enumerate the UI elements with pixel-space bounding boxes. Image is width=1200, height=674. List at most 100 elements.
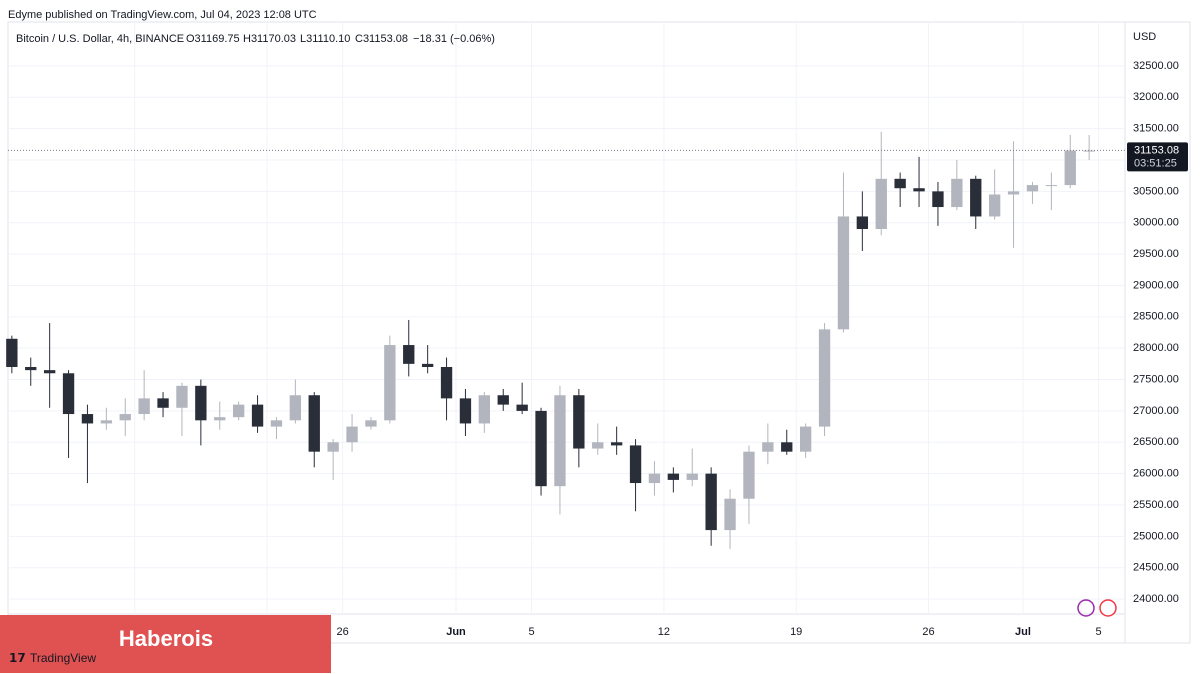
candle-body: [535, 410, 547, 487]
y-tick-label: 26500.00: [1133, 436, 1179, 448]
candle-body: [421, 363, 434, 367]
last-price-box: [1127, 142, 1188, 172]
candle-body: [459, 398, 472, 424]
candle-body: [799, 426, 812, 452]
watermark: Haberois: [119, 626, 213, 651]
candle-body: [573, 395, 585, 449]
x-tick-label: Jul: [1015, 626, 1031, 638]
candle-body: [516, 404, 528, 411]
candle-body: [138, 398, 150, 415]
y-tick-label: 32500.00: [1133, 60, 1179, 72]
ohlc-change: −18.31 (−0.06%): [413, 33, 495, 45]
candle-body: [724, 498, 736, 531]
candle-body: [157, 398, 169, 408]
y-tick-label: 24000.00: [1133, 593, 1179, 605]
event-icon[interactable]: [1077, 599, 1095, 617]
candle-body: [1007, 191, 1020, 195]
candle-body: [894, 178, 906, 189]
candle-body: [365, 420, 377, 427]
candle-body: [119, 414, 131, 421]
logo: TradingView: [30, 651, 96, 665]
byline: Edyme published on TradingView.com, Jul …: [8, 9, 317, 21]
countdown: 03:51:25: [1134, 157, 1177, 169]
candle-body: [176, 385, 188, 408]
y-tick-label: 26000.00: [1133, 468, 1179, 480]
y-tick-label: 28000.00: [1133, 342, 1179, 354]
candle-body: [1026, 185, 1039, 192]
event-icon[interactable]: [1099, 599, 1117, 617]
candle-body: [81, 414, 94, 424]
y-tick-label: 25500.00: [1133, 499, 1179, 511]
candle-body: [667, 473, 680, 480]
last-price-label: 31153.08: [1134, 144, 1179, 156]
candle-body: [440, 367, 453, 399]
ohlc-close: C31153.08: [355, 33, 408, 45]
candle-body: [856, 216, 869, 229]
candle-body: [327, 442, 339, 452]
candle-body: [913, 188, 925, 192]
candle-body: [629, 445, 642, 484]
x-tick-label: 26: [336, 626, 348, 638]
y-tick-label: 30500.00: [1133, 185, 1179, 197]
candle-body: [951, 178, 963, 208]
candle-body: [497, 395, 509, 405]
candle-body: [62, 373, 75, 415]
logo-icon: 𝟭𝟳: [9, 651, 26, 665]
x-tick-label: Jun: [446, 626, 466, 638]
candle-body: [988, 194, 1001, 217]
candle-body: [384, 345, 396, 421]
ohlc-low: L31110.10: [300, 33, 350, 45]
currency: USD: [1133, 31, 1156, 43]
plot-frame: [7, 21, 1191, 644]
y-tick-label: 29000.00: [1133, 279, 1179, 291]
candle-body: [1045, 185, 1058, 187]
candle-body: [214, 417, 226, 421]
y-tick-label: 30000.00: [1133, 217, 1179, 229]
candle-body: [932, 191, 944, 208]
watermark-box: [0, 615, 331, 673]
candle-body: [403, 345, 415, 364]
ohlc-open: O31169.75: [186, 33, 240, 45]
candle-body: [648, 473, 661, 484]
candle-body: [686, 473, 698, 480]
candle-body: [195, 385, 207, 421]
candle-body: [610, 442, 623, 446]
candle-body: [270, 420, 283, 427]
candle-body: [818, 329, 831, 427]
y-tick-label: 28500.00: [1133, 311, 1179, 323]
candle-body: [251, 404, 264, 427]
x-tick-label: 12: [658, 626, 670, 638]
candle-body: [25, 367, 37, 371]
candle-body: [592, 442, 604, 449]
candle-body: [970, 178, 982, 217]
y-tick-label: 25000.00: [1133, 530, 1179, 542]
candle-body: [781, 442, 793, 452]
candle-body: [43, 370, 56, 374]
candle-body: [875, 178, 887, 229]
candle-body: [289, 395, 302, 421]
candle-body: [705, 473, 717, 531]
y-tick-label: 31500.00: [1133, 123, 1179, 135]
candle-body: [6, 338, 18, 367]
y-tick-label: 29500.00: [1133, 248, 1179, 260]
y-tick-label: 24500.00: [1133, 562, 1179, 574]
y-tick-label: 27000.00: [1133, 405, 1179, 417]
candle-body: [554, 395, 566, 487]
candle-body: [762, 442, 774, 452]
candle-body: [837, 216, 850, 330]
candle-body: [1083, 150, 1095, 152]
x-tick-label: 5: [529, 626, 535, 638]
candle-body: [743, 451, 755, 499]
y-tick-label: 27500.00: [1133, 373, 1179, 385]
candle-body: [346, 426, 358, 443]
candle-body: [478, 395, 491, 424]
candle-body: [1064, 150, 1076, 186]
x-tick-label: 26: [922, 626, 934, 638]
x-tick-label: 5: [1096, 626, 1102, 638]
candle-body: [100, 420, 113, 424]
ohlc-high: H31170.03: [243, 33, 296, 45]
y-tick-label: 32000.00: [1133, 91, 1179, 103]
candle-body: [308, 395, 320, 452]
